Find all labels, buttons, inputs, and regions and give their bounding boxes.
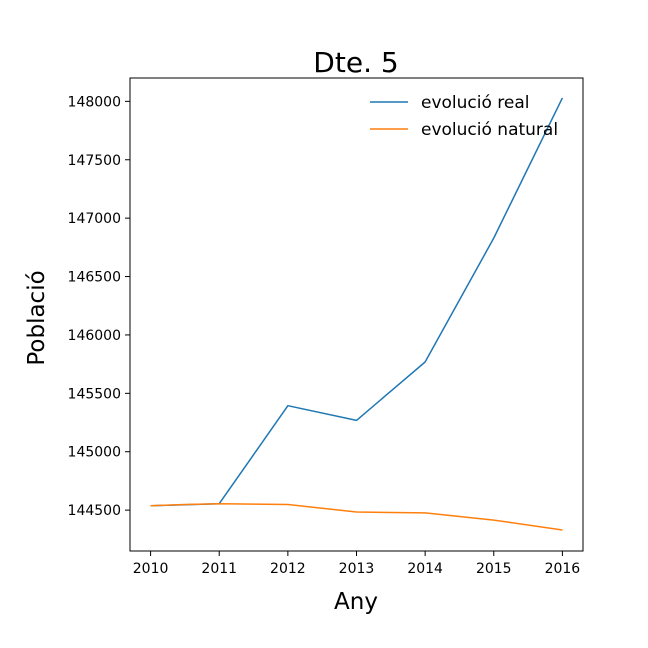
x-axis: 2010 2011 2012 2013 2014 2015 2016 [133,551,581,577]
legend-label: evolució real [421,93,530,113]
y-tick-label: 144500 [68,503,121,519]
series-line-natural [150,502,563,531]
y-tick-label: 146500 [68,270,121,286]
y-tick-label: 145000 [68,445,121,461]
legend: evolució real evolució natural [370,93,558,140]
x-tick-label: 2013 [339,561,375,577]
x-tick-label: 2015 [476,561,512,577]
y-tick-label: 148000 [68,94,121,110]
y-tick-label: 145500 [68,386,121,402]
x-tick-label: 2014 [407,561,443,577]
plot-frame [129,77,584,552]
plot-area [129,77,584,552]
series-line-real [150,97,564,507]
x-axis-label: Any [334,589,378,615]
x-tick-label: 2011 [201,561,237,577]
x-tick-label: 2016 [545,561,581,577]
chart-title: Dte. 5 [313,46,398,79]
legend-label: evolució natural [421,120,558,140]
y-tick-label: 147000 [68,211,121,227]
y-axis-label: Població [24,270,50,365]
x-tick-label: 2010 [133,561,169,577]
y-tick-label: 147500 [68,153,121,169]
y-axis: 144500 145000 145500 146000 146500 147000 1475… [68,94,130,519]
y-tick-label: 146000 [68,328,121,344]
x-tick-label: 2012 [270,561,306,577]
series-lines [150,97,564,531]
